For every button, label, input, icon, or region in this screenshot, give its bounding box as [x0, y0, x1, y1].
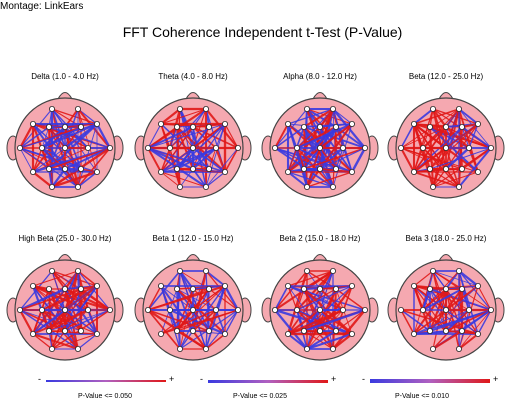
- legend-gradient-2: [208, 380, 328, 383]
- page-title: FFT Coherence Independent t-Test (P-Valu…: [122, 24, 403, 40]
- map-label-beta2: Beta 2 (15.0 - 18.0 Hz): [279, 234, 361, 243]
- map-label-beta: Beta (12.0 - 25.0 Hz): [408, 72, 484, 81]
- montage-label: Montage: LinkEars: [0, 1, 84, 12]
- head-map-beta2: [261, 254, 379, 361]
- head-map-alpha: [261, 92, 379, 199]
- head-map-delta: [6, 92, 124, 199]
- legend-plus-3: +: [493, 374, 499, 384]
- legend-plus-2: +: [331, 374, 337, 384]
- map-label-delta: Delta (1.0 - 4.0 Hz): [31, 72, 99, 81]
- legend-plus-1: +: [169, 374, 175, 384]
- map-label-high-beta: High Beta (25.0 - 30.0 Hz): [18, 234, 112, 243]
- head-map-high-beta: [6, 254, 124, 361]
- head-map-beta1: [134, 254, 252, 361]
- legend-minus-2: -: [200, 374, 203, 384]
- map-label-alpha: Alpha (8.0 - 12.0 Hz): [283, 72, 357, 81]
- legend-minus-3: -: [362, 374, 365, 384]
- legend-gradient-3: [370, 379, 490, 383]
- legend-label-3: P-Value <= 0.010: [395, 393, 449, 400]
- head-map-beta3: [387, 254, 505, 361]
- map-label-beta1: Beta 1 (12.0 - 15.0 Hz): [152, 234, 234, 243]
- legend-label-1: P-Value <= 0.050: [78, 393, 132, 400]
- map-label-theta: Theta (4.0 - 8.0 Hz): [158, 72, 228, 81]
- map-label-beta3: Beta 3 (18.0 - 25.0 Hz): [405, 234, 487, 243]
- legend-gradient-1: [46, 380, 166, 382]
- legend-minus-1: -: [38, 374, 41, 384]
- head-map-beta: [387, 92, 505, 199]
- legend-label-2: P-Value <= 0.025: [233, 393, 287, 400]
- head-map-theta: [134, 92, 252, 199]
